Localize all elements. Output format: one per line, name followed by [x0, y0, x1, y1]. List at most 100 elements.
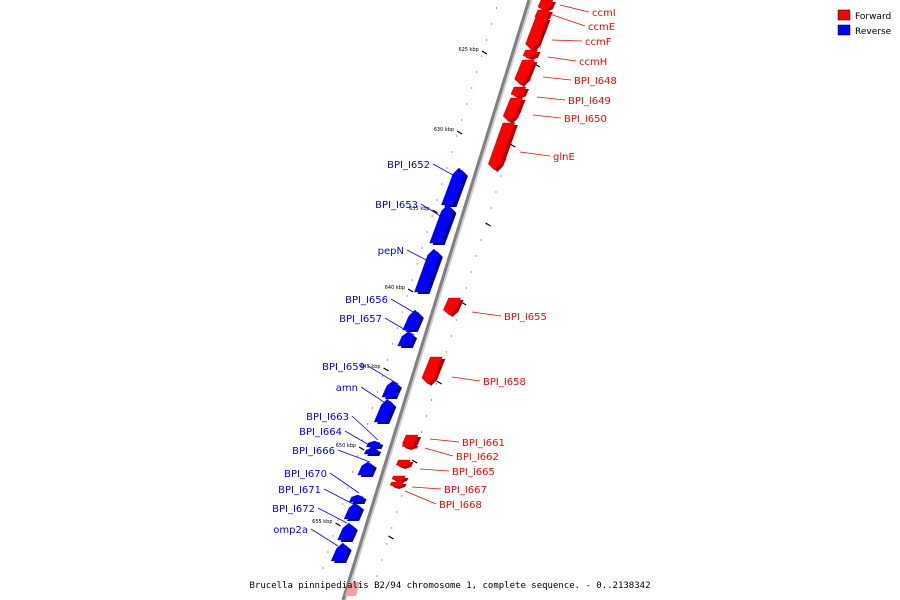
- gene-feature-BPI_I649[interactable]: [510, 86, 530, 99]
- minor-dot: [455, 319, 457, 321]
- major-tick: [432, 209, 438, 214]
- minor-dot: [471, 87, 473, 89]
- minor-dot: [476, 71, 478, 73]
- backbone-line: [341, 0, 531, 600]
- gene-feature-ccmI[interactable]: [537, 0, 556, 12]
- gene-leader-line: [404, 490, 437, 505]
- gene-feature-BPI_I667[interactable]: [391, 475, 409, 483]
- minor-dot: [480, 239, 482, 241]
- gene-arrow: [514, 59, 535, 86]
- minor-dot: [381, 375, 384, 377]
- gene-label-BPI_I663[interactable]: BPI_I663: [306, 412, 349, 423]
- gene-label-BPI_I655[interactable]: BPI_I655: [504, 312, 547, 323]
- gene-label-BPI_I656[interactable]: BPI_I656: [345, 295, 388, 306]
- gene-arrow: [366, 440, 381, 448]
- gene-feature-ccmH[interactable]: [522, 49, 541, 60]
- gene-label-omp2a[interactable]: omp2a: [273, 525, 308, 536]
- gene-leader-line: [317, 507, 348, 524]
- minor-dot: [481, 55, 483, 57]
- gene-feature-BPI_I670[interactable]: [349, 494, 367, 504]
- gene-feature-BPI_I650[interactable]: [502, 97, 526, 124]
- major-tick: [358, 446, 365, 451]
- gene-label-amn[interactable]: amn: [336, 383, 358, 394]
- gene-label-ccmI[interactable]: ccmI: [592, 8, 616, 19]
- gene-label-BPI_I661[interactable]: BPI_I661: [462, 438, 505, 449]
- gene-layer: [330, 0, 556, 563]
- gene-arrow: [429, 204, 454, 244]
- minor-dot: [431, 215, 433, 217]
- minor-dot: [435, 383, 438, 385]
- gene-label-BPI_I657[interactable]: BPI_I657: [339, 314, 382, 325]
- gene-arrow: [363, 447, 379, 455]
- gene-label-pepN[interactable]: pepN: [378, 246, 404, 257]
- gene-label-ccmF[interactable]: ccmF: [585, 37, 612, 48]
- gene-feature-glnE[interactable]: [488, 122, 518, 172]
- tick-label: 640 kbp: [385, 285, 405, 291]
- gene-feature-BPI_I671[interactable]: [343, 502, 365, 521]
- gene-label-BPI_I650[interactable]: BPI_I650: [564, 114, 607, 125]
- minor-dot: [337, 519, 339, 521]
- gene-label-BPI_I667[interactable]: BPI_I667: [444, 485, 487, 496]
- gene-leader-line: [310, 528, 339, 547]
- gene-feature-BPI_I659[interactable]: [381, 380, 402, 399]
- gene-label-glnE[interactable]: glnE: [553, 152, 575, 163]
- gene-feature-BPI_I657[interactable]: [397, 331, 418, 348]
- gene-label-BPI_I659[interactable]: BPI_I659: [322, 362, 365, 373]
- gene-feature-BPI_I652[interactable]: [441, 167, 468, 207]
- gene-feature-BPI_I664[interactable]: [363, 447, 382, 456]
- gene-feature-omp2a[interactable]: [330, 542, 352, 563]
- gene-label-ccmH[interactable]: ccmH: [579, 57, 607, 68]
- gene-label-BPI_I670[interactable]: BPI_I670: [284, 469, 327, 480]
- gene-feature-BPI_I666[interactable]: [357, 461, 377, 477]
- gene-leader-line: [471, 311, 502, 317]
- minor-dot: [396, 327, 398, 329]
- gene-label-BPI_I672[interactable]: BPI_I672: [272, 504, 315, 515]
- gene-label-BPI_I652[interactable]: BPI_I652: [387, 160, 430, 171]
- gene-feature-BPI_I656[interactable]: [402, 309, 424, 332]
- gene-leader-line: [424, 447, 454, 457]
- gene-label-BPI_I648[interactable]: BPI_I648: [574, 76, 617, 87]
- gene-feature-BPI_I653[interactable]: [429, 204, 457, 245]
- gene-label-BPI_I653[interactable]: BPI_I653: [375, 200, 418, 211]
- minor-dot: [342, 503, 344, 505]
- tick-label: 635 kbp: [409, 206, 429, 212]
- minor-dot: [420, 431, 423, 433]
- gene-feature-BPI_I655[interactable]: [443, 297, 464, 317]
- gene-leader-line: [432, 163, 463, 181]
- minor-dot: [500, 175, 502, 177]
- gene-label-BPI_I668[interactable]: BPI_I668: [439, 500, 482, 511]
- gene-arrow: [395, 459, 411, 468]
- gene-feature-BPI_I662[interactable]: [401, 443, 419, 450]
- gene-feature-BPI_I648[interactable]: [514, 59, 538, 87]
- gene-feature-ccmF[interactable]: [525, 17, 551, 52]
- minor-dot: [371, 407, 374, 409]
- minor-dot: [406, 295, 408, 297]
- backbone-shadow: [343, 0, 533, 600]
- gene-label-BPI_I658[interactable]: BPI_I658: [483, 377, 526, 388]
- gene-feature-BPI_I658[interactable]: [421, 356, 446, 386]
- minor-dot: [461, 119, 463, 121]
- gene-leader-line: [559, 4, 590, 13]
- gene-feature-BPI_I668[interactable]: [389, 481, 407, 489]
- gene-arrow: [402, 309, 422, 331]
- gene-label-BPI_I662[interactable]: BPI_I662: [456, 452, 499, 463]
- gene-label-BPI_I671[interactable]: BPI_I671: [278, 485, 321, 496]
- major-tick: [388, 535, 394, 540]
- gene-label-BPI_I649[interactable]: BPI_I649: [568, 96, 611, 107]
- minor-dot: [327, 551, 329, 553]
- gene-label-BPI_I665[interactable]: BPI_I665: [452, 467, 495, 478]
- gene-label-BPI_I664[interactable]: BPI_I664: [299, 427, 342, 438]
- minor-dot: [357, 455, 359, 457]
- major-tick: [407, 288, 414, 293]
- gene-arrow: [502, 97, 523, 123]
- legend-swatch-reverse: [837, 24, 851, 36]
- gene-label-BPI_I666[interactable]: BPI_I666: [292, 446, 335, 457]
- gene-feature-BPI_I665[interactable]: [395, 459, 414, 469]
- gene-leader-line: [536, 96, 566, 101]
- gene-leader-line: [419, 468, 450, 472]
- gene-feature-BPI_I672[interactable]: [337, 522, 358, 542]
- gene-feature-pepN[interactable]: [414, 248, 443, 294]
- major-tick: [456, 130, 463, 135]
- gene-label-ccmE[interactable]: ccmE: [588, 22, 615, 33]
- minor-dot: [347, 487, 349, 489]
